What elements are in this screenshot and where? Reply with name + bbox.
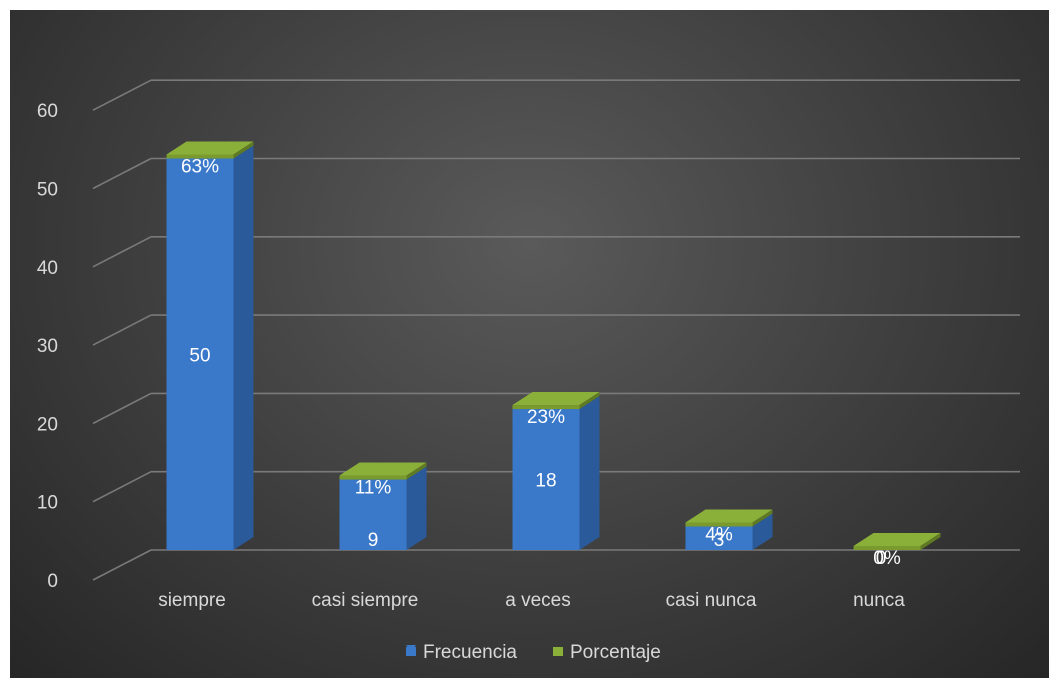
gridline-side-20: [92, 392, 152, 425]
bar-frecuencia-a-veces: [512, 409, 580, 550]
x-tick-label-casi-nunca: casi nunca: [666, 590, 757, 611]
bar-frecuencia-siempre: [166, 158, 234, 550]
data-label-frecuencia-siempre: 50: [189, 345, 210, 366]
y-tick-label-10: 10: [37, 493, 58, 514]
data-label-frecuencia-casi-nunca: 3: [714, 530, 725, 551]
y-tick-label-60: 60: [37, 101, 58, 122]
data-label-porcentaje-a-veces: 23%: [527, 407, 565, 428]
gridline-side-50: [92, 157, 152, 190]
y-tick-label-40: 40: [37, 258, 58, 279]
gridline-side-10: [92, 470, 152, 503]
bar-group-siempre: 50 63%: [166, 141, 254, 550]
legend-label-frecuencia: Frecuencia: [423, 642, 517, 663]
bar-porcentaje-side-a-veces: [579, 392, 600, 410]
data-label-porcentaje-nunca: 0%: [873, 548, 901, 569]
x-tick-label-nunca: nunca: [853, 590, 905, 611]
bar-porcentaje-top-a-veces: [512, 392, 600, 406]
bar-frecuencia-side-siempre: [233, 145, 254, 550]
bar-group-a-veces: 18 23%: [512, 392, 600, 550]
bar-porcentaje-nunca: [853, 546, 921, 550]
bar-frecuencia-side-a-veces: [579, 396, 600, 550]
legend: Frecuencia Porcentaje: [406, 642, 661, 663]
legend-swatch-porcentaje: [553, 647, 563, 656]
data-label-frecuencia-nunca: 0: [876, 548, 887, 569]
bar-porcentaje-a-veces: [512, 405, 580, 410]
gridline-side-30: [92, 314, 152, 346]
bar-porcentaje-side-casi-siempre: [406, 462, 427, 480]
y-tick-label-50: 50: [37, 180, 58, 201]
gridline-side-40: [92, 236, 152, 268]
bar-porcentaje-casi-nunca: [685, 522, 753, 527]
x-axis: siempre casi siempre a veces casi nunca nunc…: [158, 590, 905, 611]
bar-porcentaje-top-siempre: [166, 141, 254, 155]
bar-frecuencia-side-casi-nunca: [752, 513, 773, 550]
bar-frecuencia-casi-nunca: [685, 526, 753, 550]
data-label-porcentaje-siempre: 63%: [181, 157, 219, 178]
gridline-side-60: [92, 79, 152, 111]
bar-porcentaje-top-casi-siempre: [339, 462, 427, 476]
bar-group-casi-siempre: 9 11%: [339, 462, 427, 551]
bar-porcentaje-top-nunca: [853, 533, 941, 546]
bar-porcentaje-casi-siempre: [339, 475, 407, 480]
bar-porcentaje-side-siempre: [233, 141, 254, 159]
y-tick-label-0: 0: [47, 571, 58, 592]
data-label-porcentaje-casi-siempre: 11%: [355, 478, 392, 499]
legend-label-porcentaje: Porcentaje: [570, 642, 661, 663]
y-axis: 0 10 20 30 40 50 60: [37, 101, 58, 592]
bar-porcentaje-side-nunca: [920, 533, 941, 550]
data-label-frecuencia-casi-siempre: 9: [368, 530, 379, 551]
bar-porcentaje-top-casi-nunca: [685, 509, 773, 523]
gridline-side-0: [92, 549, 152, 581]
x-tick-label-a-veces: a veces: [505, 590, 570, 611]
x-tick-label-casi-siempre: casi siempre: [312, 590, 419, 611]
y-tick-label-30: 30: [37, 336, 58, 357]
data-label-porcentaje-casi-nunca: 4%: [705, 525, 733, 546]
bar-porcentaje-side-casi-nunca: [752, 509, 773, 527]
bar-group-nunca: 0%0: [853, 533, 941, 569]
bar-porcentaje-siempre: [166, 154, 234, 159]
x-tick-label-siempre: siempre: [158, 590, 226, 611]
legend-swatch-frecuencia-body: [406, 647, 416, 656]
data-label-frecuencia-a-veces: 18: [535, 471, 556, 492]
y-tick-label-20: 20: [37, 414, 58, 435]
chart-area: 0 10 20 30 40 50 60 50 63% 9 11% 18 23% 3 4% 0% 0 siemp…: [10, 10, 1049, 678]
bars: 50 63% 9 11% 18 23% 34% 0%0: [166, 141, 941, 569]
bar-group-casi-nunca: 34%: [685, 509, 773, 551]
bar-frecuencia-side-casi-siempre: [406, 466, 427, 550]
bar-frecuencia-casi-siempre: [339, 479, 407, 550]
